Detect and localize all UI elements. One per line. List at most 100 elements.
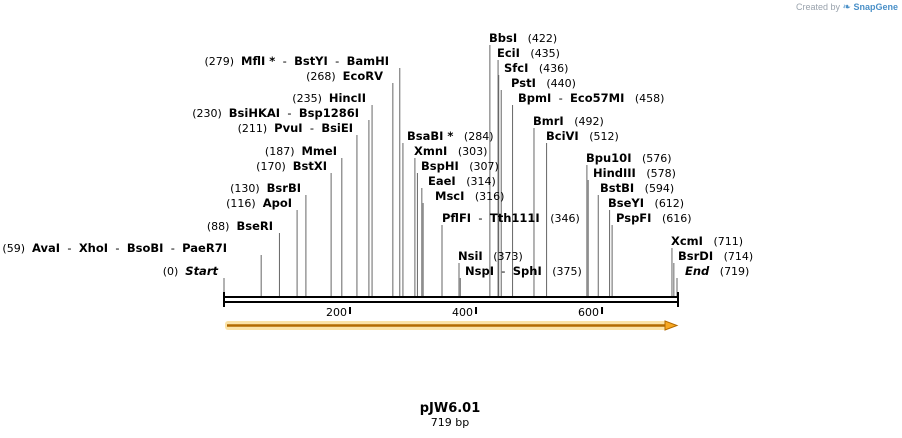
- site-label-xmni: XmnI (303): [414, 144, 487, 158]
- credit-prefix: Created by: [796, 2, 841, 12]
- separator: -: [108, 241, 127, 255]
- site-label-bstxi: (170) BstXI: [256, 159, 327, 173]
- snapgene-leaf-icon: ❧: [842, 2, 851, 13]
- cut-lines: [223, 45, 678, 297]
- site-position: (719): [709, 265, 749, 278]
- separator: -: [551, 91, 570, 105]
- site-position: (316): [464, 190, 504, 203]
- site-label-mfli: (279) MflI * - BstYI - BamHI: [204, 54, 389, 68]
- enzyme-name: BciVI: [546, 129, 579, 143]
- backbone-bar: [223, 296, 679, 303]
- site-label-bbsi: BbsI (422): [489, 31, 557, 45]
- site-label-ecii: EciI (435): [497, 46, 560, 60]
- site-label-ecorv: (268) EcoRV: [306, 69, 383, 83]
- separator: -: [303, 121, 322, 135]
- site-position: (594): [634, 182, 674, 195]
- enzyme-name: HindIII: [593, 166, 636, 180]
- enzyme-name: Eco57MI: [570, 91, 624, 105]
- enzyme-name: EaeI: [428, 174, 456, 188]
- site-position: (130): [230, 182, 267, 195]
- site-label-bsphi: BspHI (307): [421, 159, 499, 173]
- site-position: (612): [644, 197, 684, 210]
- site-label-sfci: SfcI (436): [504, 61, 568, 75]
- plasmid-name: pJW6.01: [420, 401, 481, 416]
- enzyme-name: Bpu10I: [586, 151, 631, 165]
- enzyme-name: BstYI: [294, 54, 328, 68]
- enzyme-name: BbsI: [489, 31, 517, 45]
- enzyme-name: NspI: [465, 264, 494, 278]
- site-label-pspfi: PspFI (616): [616, 211, 692, 225]
- enzyme-name: BsrDI: [678, 249, 713, 263]
- site-label-bmri: BmrI (492): [533, 114, 604, 128]
- enzyme-name: XhoI: [79, 241, 108, 255]
- enzyme-name: PstI: [511, 76, 536, 90]
- separator: -: [494, 264, 513, 278]
- site-label-xcmi: XcmI (711): [671, 234, 743, 248]
- site-position: (375): [542, 265, 582, 278]
- enzyme-name: MflI *: [241, 54, 275, 68]
- site-position: (458): [624, 92, 664, 105]
- site-position: (492): [564, 115, 604, 128]
- ruler-tick-label: 400: [452, 306, 473, 319]
- site-position: (235): [292, 92, 329, 105]
- enzyme-name: BseRI: [236, 219, 273, 233]
- site-label-msci: MscI (316): [435, 189, 504, 203]
- enzyme-name: PflFI: [442, 211, 471, 225]
- enzyme-name: BsiEI: [321, 121, 353, 135]
- separator: -: [60, 241, 79, 255]
- enzyme-name: SphI: [513, 264, 542, 278]
- enzyme-name: XmnI: [414, 144, 447, 158]
- site-label-nspi: NspI - SphI (375): [465, 264, 582, 278]
- separator: -: [280, 106, 299, 120]
- site-label-mmei: (187) MmeI: [265, 144, 337, 158]
- enzyme-name: BseYI: [608, 196, 644, 210]
- site-position: (116): [226, 197, 263, 210]
- enzyme-name: BstXI: [293, 159, 327, 173]
- site-label-bsabi: BsaBI * (284): [407, 129, 494, 143]
- enzyme-name: BsaBI *: [407, 129, 453, 143]
- site-position: (279): [204, 55, 241, 68]
- site-position: (307): [459, 160, 499, 173]
- site-label-start: (0) Start: [163, 264, 219, 278]
- site-position: (88): [207, 220, 237, 233]
- enzyme-name: ApoI: [263, 196, 292, 210]
- separator: -: [471, 211, 490, 225]
- site-label-bsrdi: BsrDI (714): [678, 249, 753, 263]
- site-position: (0): [163, 265, 186, 278]
- site-position: (373): [483, 250, 523, 263]
- enzyme-name: NsiI: [458, 249, 483, 263]
- site-position: (314): [456, 175, 496, 188]
- plasmid-length: 719 bp: [431, 416, 469, 429]
- site-position: (440): [536, 77, 576, 90]
- enzyme-name: BspHI: [421, 159, 459, 173]
- site-position: (170): [256, 160, 293, 173]
- site-position: (512): [579, 130, 619, 143]
- enzyme-name: BmrI: [533, 114, 564, 128]
- enzyme-name: HincII: [329, 91, 366, 105]
- site-labels: (0) Start (59) AvaI - XhoI - BsoBI - PaeR…: [2, 31, 753, 278]
- enzyme-name: PaeR7I: [182, 241, 227, 255]
- credit-brand: SnapGene: [853, 2, 898, 12]
- ruler-tick-label: 600: [578, 306, 599, 319]
- ruler-tick-label: 200: [326, 306, 347, 319]
- site-position: (284): [453, 130, 493, 143]
- site-position: (268): [306, 70, 343, 83]
- site-label-apoi: (116) ApoI: [226, 196, 292, 210]
- site-label-psti: PstI (440): [511, 76, 576, 90]
- enzyme-name: BsrBI: [267, 181, 301, 195]
- site-position: (211): [238, 122, 275, 135]
- site-label-bstbi: BstBI (594): [600, 181, 674, 195]
- ruler-ticks: 200 400 600: [326, 306, 604, 319]
- feature-arrow: [225, 320, 679, 331]
- site-label-bcivi: BciVI (512): [546, 129, 619, 143]
- enzyme-name: XcmI: [671, 234, 703, 248]
- site-label-bpu10i: Bpu10I (576): [586, 151, 672, 165]
- site-position: (711): [703, 235, 743, 248]
- enzyme-name: BsoBI: [127, 241, 164, 255]
- enzyme-name: EciI: [497, 46, 520, 60]
- site-label-end: End (719): [685, 264, 749, 278]
- site-position: (576): [631, 152, 671, 165]
- enzyme-name: AvaI: [32, 241, 60, 255]
- enzyme-name: MscI: [435, 189, 464, 203]
